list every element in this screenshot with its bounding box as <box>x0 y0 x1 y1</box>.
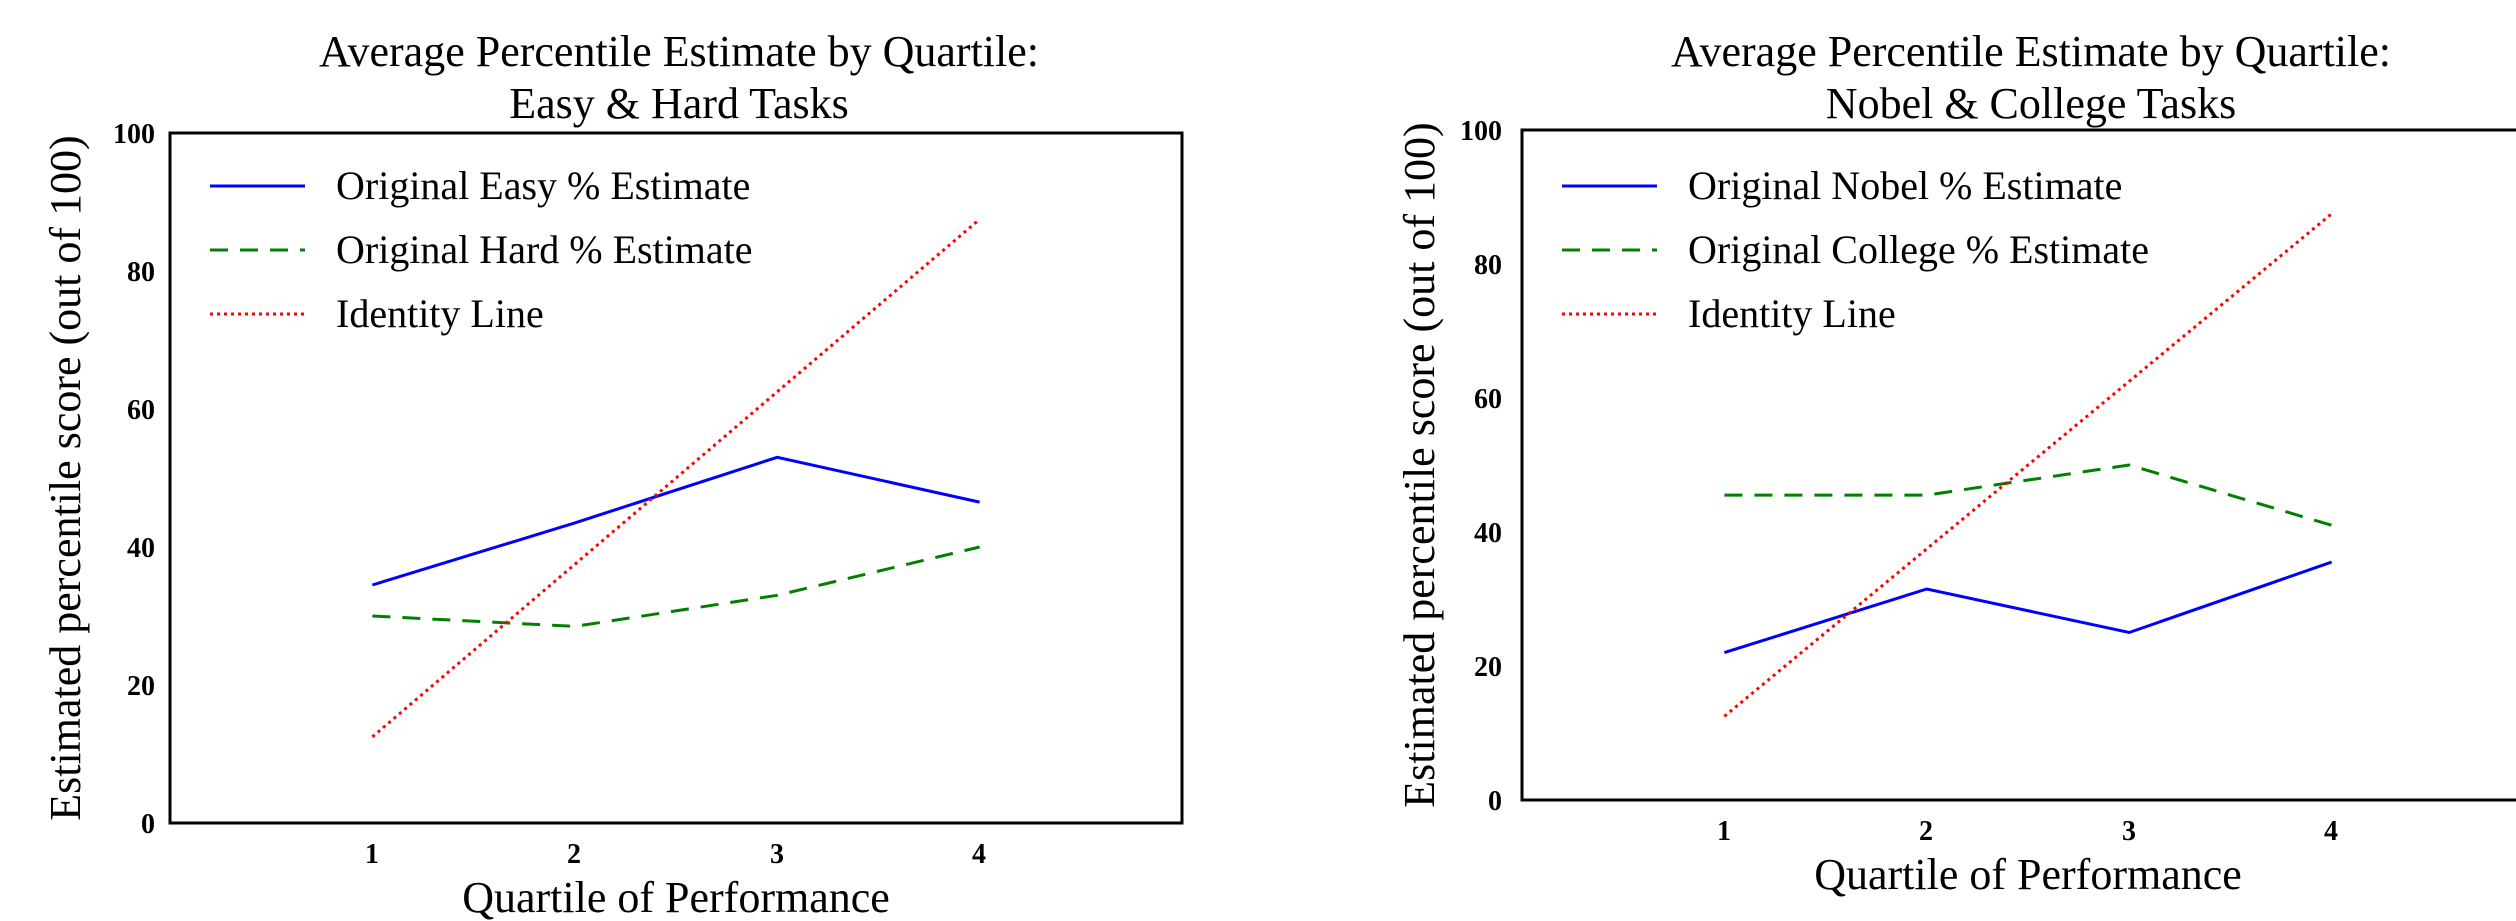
series-line-original-easy <box>371 455 980 587</box>
y-tick-label: 100 <box>113 119 155 150</box>
y-tick-label: 0 <box>1488 786 1502 817</box>
x-tick-labels: 1 2 3 4 <box>1717 816 2338 847</box>
y-tick-labels: 0 20 40 60 80 100 <box>113 119 155 840</box>
chart-nobel-college: Average Percentile Estimate by Quartile:… <box>1395 27 2516 899</box>
x-tick-label: 1 <box>1717 816 1731 847</box>
plot-frame <box>1520 128 2516 802</box>
x-tick-label: 3 <box>770 839 784 870</box>
series-line-original-hard <box>372 545 980 628</box>
x-tick-label: 2 <box>567 839 581 870</box>
legend: Original Nobel % Estimate Original Colle… <box>1562 163 2149 336</box>
legend-label-original-easy: Original Easy % Estimate <box>336 163 750 208</box>
x-tick-label: 1 <box>365 839 379 870</box>
series-line-identity <box>1723 212 2333 718</box>
y-tick-label: 60 <box>127 395 155 426</box>
y-tick-label: 80 <box>1474 250 1502 281</box>
y-axis-label: Estimated percentile score (out of 100) <box>1395 122 1444 807</box>
x-tick-label: 4 <box>2324 816 2338 847</box>
x-tick-label: 2 <box>1919 816 1933 847</box>
legend-label-identity: Identity Line <box>1688 291 1896 336</box>
y-tick-label: 80 <box>127 257 155 288</box>
y-tick-labels: 0 20 40 60 80 100 <box>1460 116 1502 817</box>
chart-title: Average Percentile Estimate by Quartile: <box>1671 27 2391 76</box>
plot-frame <box>168 131 1184 825</box>
y-tick-label: 20 <box>127 671 155 702</box>
x-tick-label: 3 <box>2122 816 2136 847</box>
y-tick-label: 40 <box>127 533 155 564</box>
y-tick-label: 20 <box>1474 652 1502 683</box>
y-tick-label: 60 <box>1474 384 1502 415</box>
y-tick-label: 0 <box>141 809 155 840</box>
y-tick-label: 100 <box>1460 116 1502 147</box>
x-tick-labels: 1 2 3 4 <box>365 839 986 870</box>
legend-label-original-hard: Original Hard % Estimate <box>336 227 753 272</box>
y-tick-label: 40 <box>1474 518 1502 549</box>
legend-label-identity: Identity Line <box>336 291 544 336</box>
chart-easy-hard: Average Percentile Estimate by Quartile:… <box>41 27 1184 921</box>
series-line-original-college <box>1724 463 2333 527</box>
series-line-original-nobel <box>1723 560 2333 655</box>
legend-label-original-college: Original College % Estimate <box>1688 227 2149 272</box>
x-tick-label: 4 <box>972 839 986 870</box>
chart-subtitle: Easy & Hard Tasks <box>509 79 849 128</box>
x-axis-label: Quartile of Performance <box>1814 850 2242 899</box>
legend: Original Easy % Estimate Original Hard %… <box>210 163 753 336</box>
y-axis-label: Estimated percentile score (out of 100) <box>41 135 90 820</box>
x-axis-label: Quartile of Performance <box>462 873 890 921</box>
chart-subtitle: Nobel & College Tasks <box>1826 79 2236 128</box>
chart-title: Average Percentile Estimate by Quartile: <box>319 27 1039 76</box>
legend-label-original-nobel: Original Nobel % Estimate <box>1688 163 2122 208</box>
